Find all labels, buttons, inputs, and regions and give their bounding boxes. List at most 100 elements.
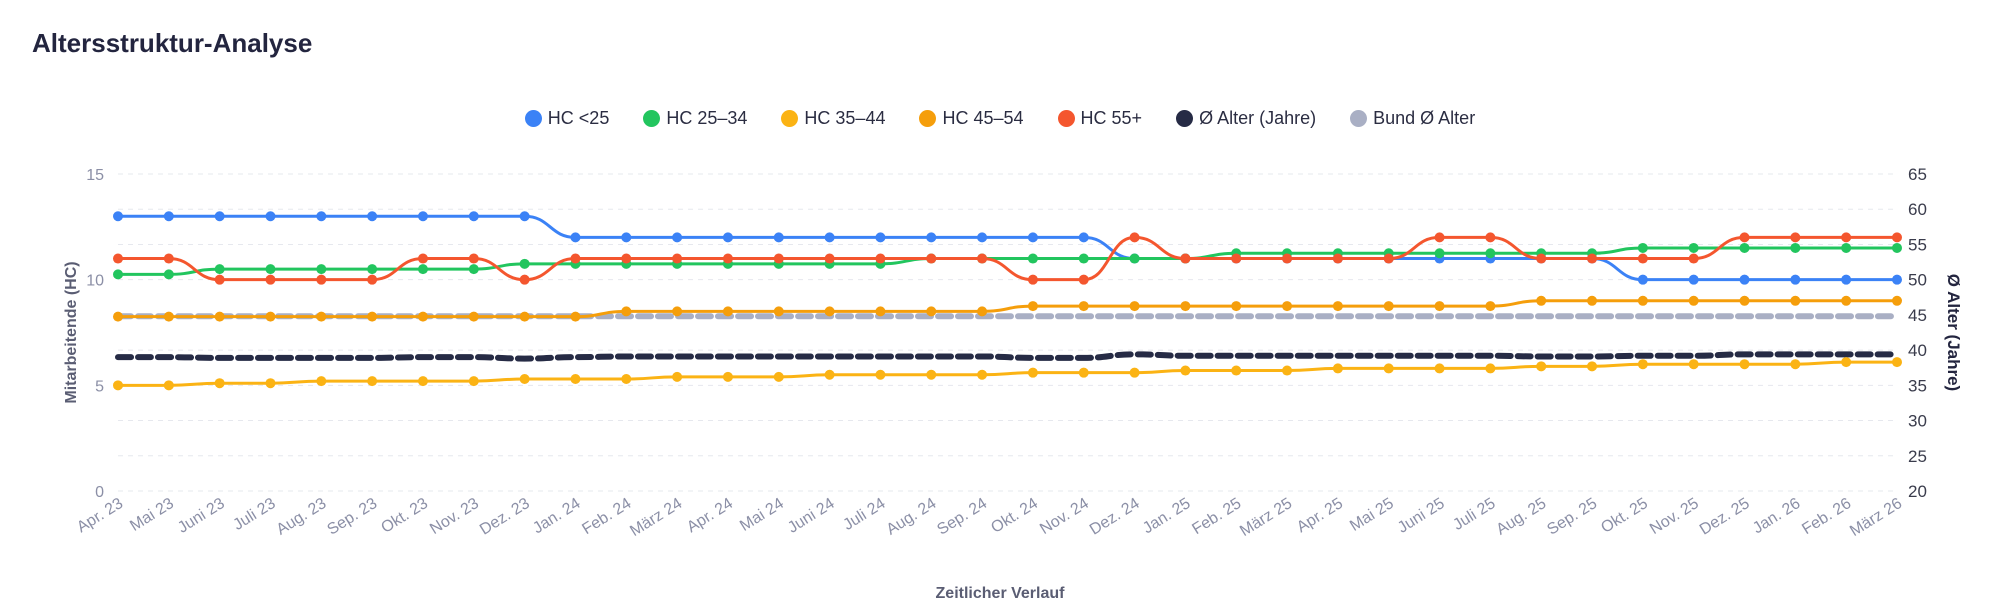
data-point-hc-25	[672, 232, 683, 243]
data-point-hc-35-44	[1027, 367, 1038, 378]
data-point-hc-35-44	[1536, 361, 1547, 372]
data-point-hc-45-54	[214, 311, 225, 322]
data-point-hc-25	[926, 232, 937, 243]
data-point-hc-35-44	[1688, 359, 1699, 370]
data-point-hc-25-34	[367, 264, 378, 275]
data-point-hc-25-34	[468, 264, 479, 275]
data-point-hc-45-54	[773, 306, 784, 317]
data-point-hc-55	[672, 253, 683, 264]
data-point-hc-55	[1282, 253, 1293, 264]
data-point-hc-45-54	[621, 306, 632, 317]
legend-item[interactable]: HC <25	[524, 108, 609, 129]
legend-item[interactable]: HC 45–54	[919, 108, 1024, 129]
data-point-hc-55	[824, 253, 835, 264]
data-point-hc-45-54	[468, 311, 479, 322]
x-tick-label: März 25	[1237, 495, 1295, 540]
data-point-hc-45-54	[367, 311, 378, 322]
data-point-hc-25-34	[163, 269, 174, 280]
data-point-hc-45-54	[1637, 295, 1648, 306]
y2-tick-label: 40	[1908, 341, 1927, 360]
data-point-hc-45-54	[1536, 295, 1547, 306]
y2-tick-label: 60	[1908, 200, 1927, 219]
legend-item[interactable]: HC 55+	[1057, 108, 1142, 129]
legend-marker-icon	[1350, 110, 1368, 127]
legend-item[interactable]: HC 25–34	[643, 108, 747, 129]
y2-tick-label: 50	[1908, 271, 1927, 290]
data-point-hc-35-44	[773, 371, 784, 382]
data-point-hc-25	[1790, 274, 1801, 285]
data-point-hc-35-44	[1739, 359, 1750, 370]
legend-marker-icon	[781, 110, 799, 127]
x-tick-label: Jan. 25	[1140, 495, 1194, 537]
data-point-hc-25	[265, 211, 276, 222]
data-point-hc-25	[316, 211, 327, 222]
data-point-hc-25-34	[265, 264, 276, 275]
data-point-hc-55	[1383, 253, 1394, 264]
data-point-hc-25	[977, 232, 988, 243]
y2-tick-label: 55	[1908, 235, 1927, 254]
data-point-hc-25	[214, 211, 225, 222]
x-axis-title: Zeitlicher Verlauf	[936, 585, 1066, 602]
data-point-hc-45-54	[1078, 301, 1089, 312]
data-point-hc-35-44	[1637, 359, 1648, 370]
data-point-hc-45-54	[316, 311, 327, 322]
data-point-hc-45-54	[1587, 295, 1598, 306]
x-tick-label: Juni 23	[175, 495, 228, 537]
data-point-hc-25-34	[417, 264, 428, 275]
data-point-hc-25-34	[1434, 248, 1445, 259]
legend-label: Bund Ø Alter	[1373, 108, 1476, 128]
data-point-hc-25	[824, 232, 835, 243]
data-point-hc-55	[163, 253, 174, 264]
y-tick-label: 0	[95, 484, 104, 501]
data-point-hc-35-44	[1485, 363, 1496, 374]
data-point-hc-35-44	[417, 376, 428, 387]
data-point-hc-25-34	[519, 258, 530, 269]
legend-marker-icon	[1176, 110, 1194, 127]
data-point-hc-45-54	[722, 306, 733, 317]
data-point-hc-55	[977, 253, 988, 264]
data-point-hc-35-44	[1383, 363, 1394, 374]
data-point-hc-45-54	[1180, 301, 1191, 312]
x-tick-label: Juni 24	[785, 495, 838, 537]
x-tick-label: Mai 25	[1347, 495, 1397, 535]
data-point-hc-55	[265, 274, 276, 285]
data-point-hc-55	[214, 274, 225, 285]
data-point-hc-45-54	[163, 311, 174, 322]
data-point-hc-35-44	[1892, 357, 1902, 368]
data-point-hc-25-34	[113, 269, 123, 280]
data-point-hc-35-44	[1587, 361, 1598, 372]
x-tick-label: Aug. 25	[1494, 495, 1550, 539]
x-tick-label: Sep. 25	[1544, 495, 1600, 539]
x-tick-label: Juli 24	[840, 495, 888, 534]
data-point-hc-45-54	[1231, 301, 1242, 312]
data-point-hc-25-34	[1129, 253, 1140, 264]
x-tick-label: März 26	[1847, 495, 1905, 540]
data-point-hc-25	[1892, 274, 1902, 285]
legend-label: HC 25–34	[666, 108, 748, 128]
legend-item[interactable]: HC 35–44	[781, 108, 885, 129]
x-tick-label: Feb. 25	[1189, 495, 1244, 538]
legend-item[interactable]: Ø Alter (Jahre)	[1176, 108, 1316, 129]
page-title: Altersstruktur-Analyse	[32, 28, 313, 58]
x-tick-label: Apr. 25	[1294, 495, 1346, 536]
data-point-hc-55	[1739, 232, 1750, 243]
data-point-hc-25	[163, 211, 174, 222]
data-point-hc-45-54	[824, 306, 835, 317]
data-point-hc-55	[113, 253, 123, 264]
data-point-hc-45-54	[1739, 295, 1750, 306]
data-point-hc-25	[519, 211, 530, 222]
x-tick-label: Juli 23	[230, 495, 278, 534]
data-point-hc-55	[468, 253, 479, 264]
legend-label: Ø Alter (Jahre)	[1199, 108, 1317, 128]
data-point-hc-35-44	[1332, 363, 1343, 374]
data-point-hc-45-54	[1688, 295, 1699, 306]
legend-label: HC 45–54	[942, 108, 1024, 128]
legend-item[interactable]: Bund Ø Alter	[1350, 108, 1475, 129]
y2-tick-label: 30	[1908, 412, 1927, 431]
series-line-hc-25-34	[117, 246, 1897, 276]
x-tick-label: Okt. 25	[1598, 495, 1651, 537]
data-point-hc-55	[926, 253, 937, 264]
data-point-hc-25-34	[1485, 248, 1496, 259]
data-point-hc-35-44	[1129, 367, 1140, 378]
x-tick-label: Jan. 26	[1750, 495, 1804, 537]
